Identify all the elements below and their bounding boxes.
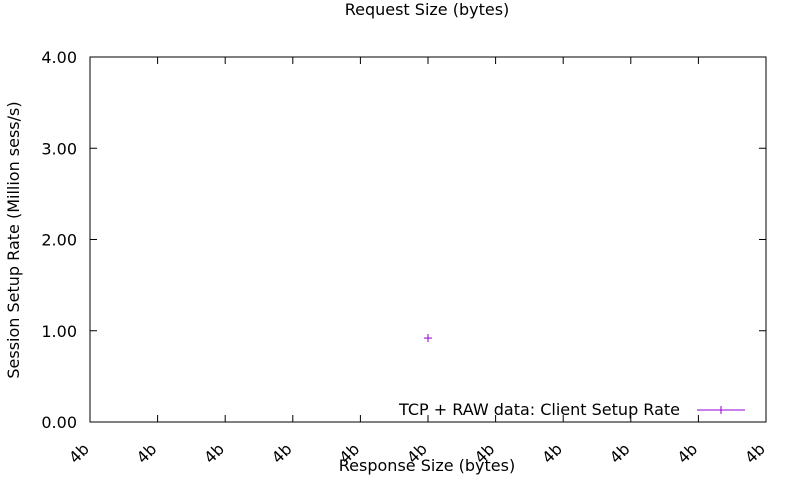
chart-title: Request Size (bytes) <box>345 0 510 19</box>
y-axis: 0.00 1.00 2.00 3.00 4.00 <box>41 48 766 432</box>
x-tick-label: 4b <box>538 439 566 467</box>
y-tick-label: 4.00 <box>41 48 77 67</box>
x-tick-label: 4b <box>268 439 296 467</box>
x-tick-label: 4b <box>606 439 634 467</box>
y-tick-label: 0.00 <box>41 413 77 432</box>
legend-marker <box>717 406 725 414</box>
x-axis-label: Response Size (bytes) <box>339 456 515 475</box>
x-tick-label: 4b <box>200 439 228 467</box>
y-axis-label: Session Setup Rate (Million sess/s) <box>4 101 23 378</box>
legend-marker-symbol <box>717 406 725 414</box>
y-tick-label: 3.00 <box>41 139 77 158</box>
y-tick-label: 2.00 <box>41 231 77 250</box>
legend: TCP + RAW data: Client Setup Rate <box>398 400 745 419</box>
x-tick-label: 4b <box>673 439 701 467</box>
x-tick-label: 4b <box>133 439 161 467</box>
y-tick-label: 1.00 <box>41 322 77 341</box>
legend-label: TCP + RAW data: Client Setup Rate <box>398 400 680 419</box>
x-tick-label: 4b <box>65 439 93 467</box>
plot-frame <box>89 56 767 423</box>
x-tick-label: 4b <box>741 439 769 467</box>
data-point <box>424 334 432 343</box>
data-series <box>424 334 432 343</box>
